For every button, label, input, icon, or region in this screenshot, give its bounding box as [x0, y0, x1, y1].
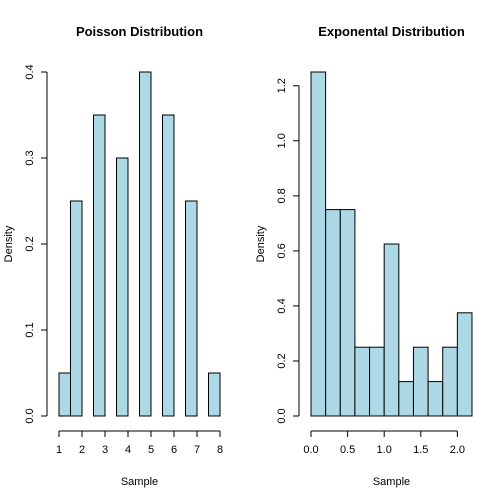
poisson-x-tick-label: 1: [56, 444, 62, 456]
exponential-bar-4: [354, 346, 371, 417]
poisson-bar-8: [139, 71, 152, 417]
poisson-y-tick-label: 0.2: [24, 236, 36, 251]
exponential-y-tick-label: 1.0: [276, 133, 288, 148]
exponential-bar-2: [325, 209, 341, 417]
exponential-bar-7: [398, 381, 414, 417]
exponential-bar-6: [383, 243, 400, 417]
poisson-bar-10: [162, 114, 175, 417]
poisson-x-tick-label: 4: [125, 444, 131, 456]
exponential-y-axis-label: Density: [255, 225, 267, 262]
poisson-bar-1: [58, 372, 71, 417]
exponential-x-tick-label: 1.5: [413, 444, 428, 456]
exponential-bar-5: [369, 346, 385, 417]
poisson-x-tick-label: 3: [102, 444, 108, 456]
exponential-y-tick-label: 0.6: [276, 243, 288, 258]
poisson-y-tick-label: 0.3: [24, 150, 36, 165]
exponential-x-tick-label: 1.0: [377, 444, 392, 456]
poisson-bar-12: [185, 200, 198, 417]
poisson-chart-title: Poisson Distribution: [76, 24, 203, 39]
exponential-bar-9: [427, 381, 444, 417]
exponential-y-tick-label: 1.2: [276, 78, 288, 93]
poisson-x-tick-label: 5: [148, 444, 154, 456]
poisson-y-tick-label: 0.4: [24, 64, 36, 79]
exponential-bar-1: [310, 71, 327, 417]
exponential-x-axis-label: Sample: [373, 476, 410, 488]
exponential-x-tick-label: 0.0: [303, 444, 318, 456]
exponential-bar-8: [412, 346, 429, 417]
exponential-y-tick-label: 0.8: [276, 188, 288, 203]
exponential-x-tick-label: 2.0: [450, 444, 465, 456]
exponential-bar-11: [456, 312, 473, 417]
exponential-bar-3: [339, 209, 356, 417]
poisson-x-tick-label: 8: [217, 444, 223, 456]
exponential-y-tick-label: 0.2: [276, 353, 288, 368]
poisson-bar-2: [70, 200, 83, 417]
exponential-bar-10: [442, 346, 458, 417]
exponential-y-tick-label: 0.4: [276, 298, 288, 313]
poisson-y-axis-label: Density: [3, 225, 15, 262]
exponential-chart-title: Exponental Distribution: [318, 24, 465, 39]
poisson-x-tick-label: 6: [171, 444, 177, 456]
poisson-y-tick-label: 0.1: [24, 322, 36, 337]
poisson-x-axis-label: Sample: [121, 476, 158, 488]
exponential-x-tick-label: 0.5: [340, 444, 355, 456]
exponential-y-tick-label: 0.0: [276, 408, 288, 423]
poisson-x-tick-label: 2: [79, 444, 85, 456]
poisson-y-tick-label: 0.0: [24, 408, 36, 423]
poisson-x-tick-label: 7: [194, 444, 200, 456]
poisson-bar-4: [93, 114, 106, 417]
poisson-bar-14: [208, 372, 221, 417]
poisson-bar-6: [116, 157, 129, 417]
